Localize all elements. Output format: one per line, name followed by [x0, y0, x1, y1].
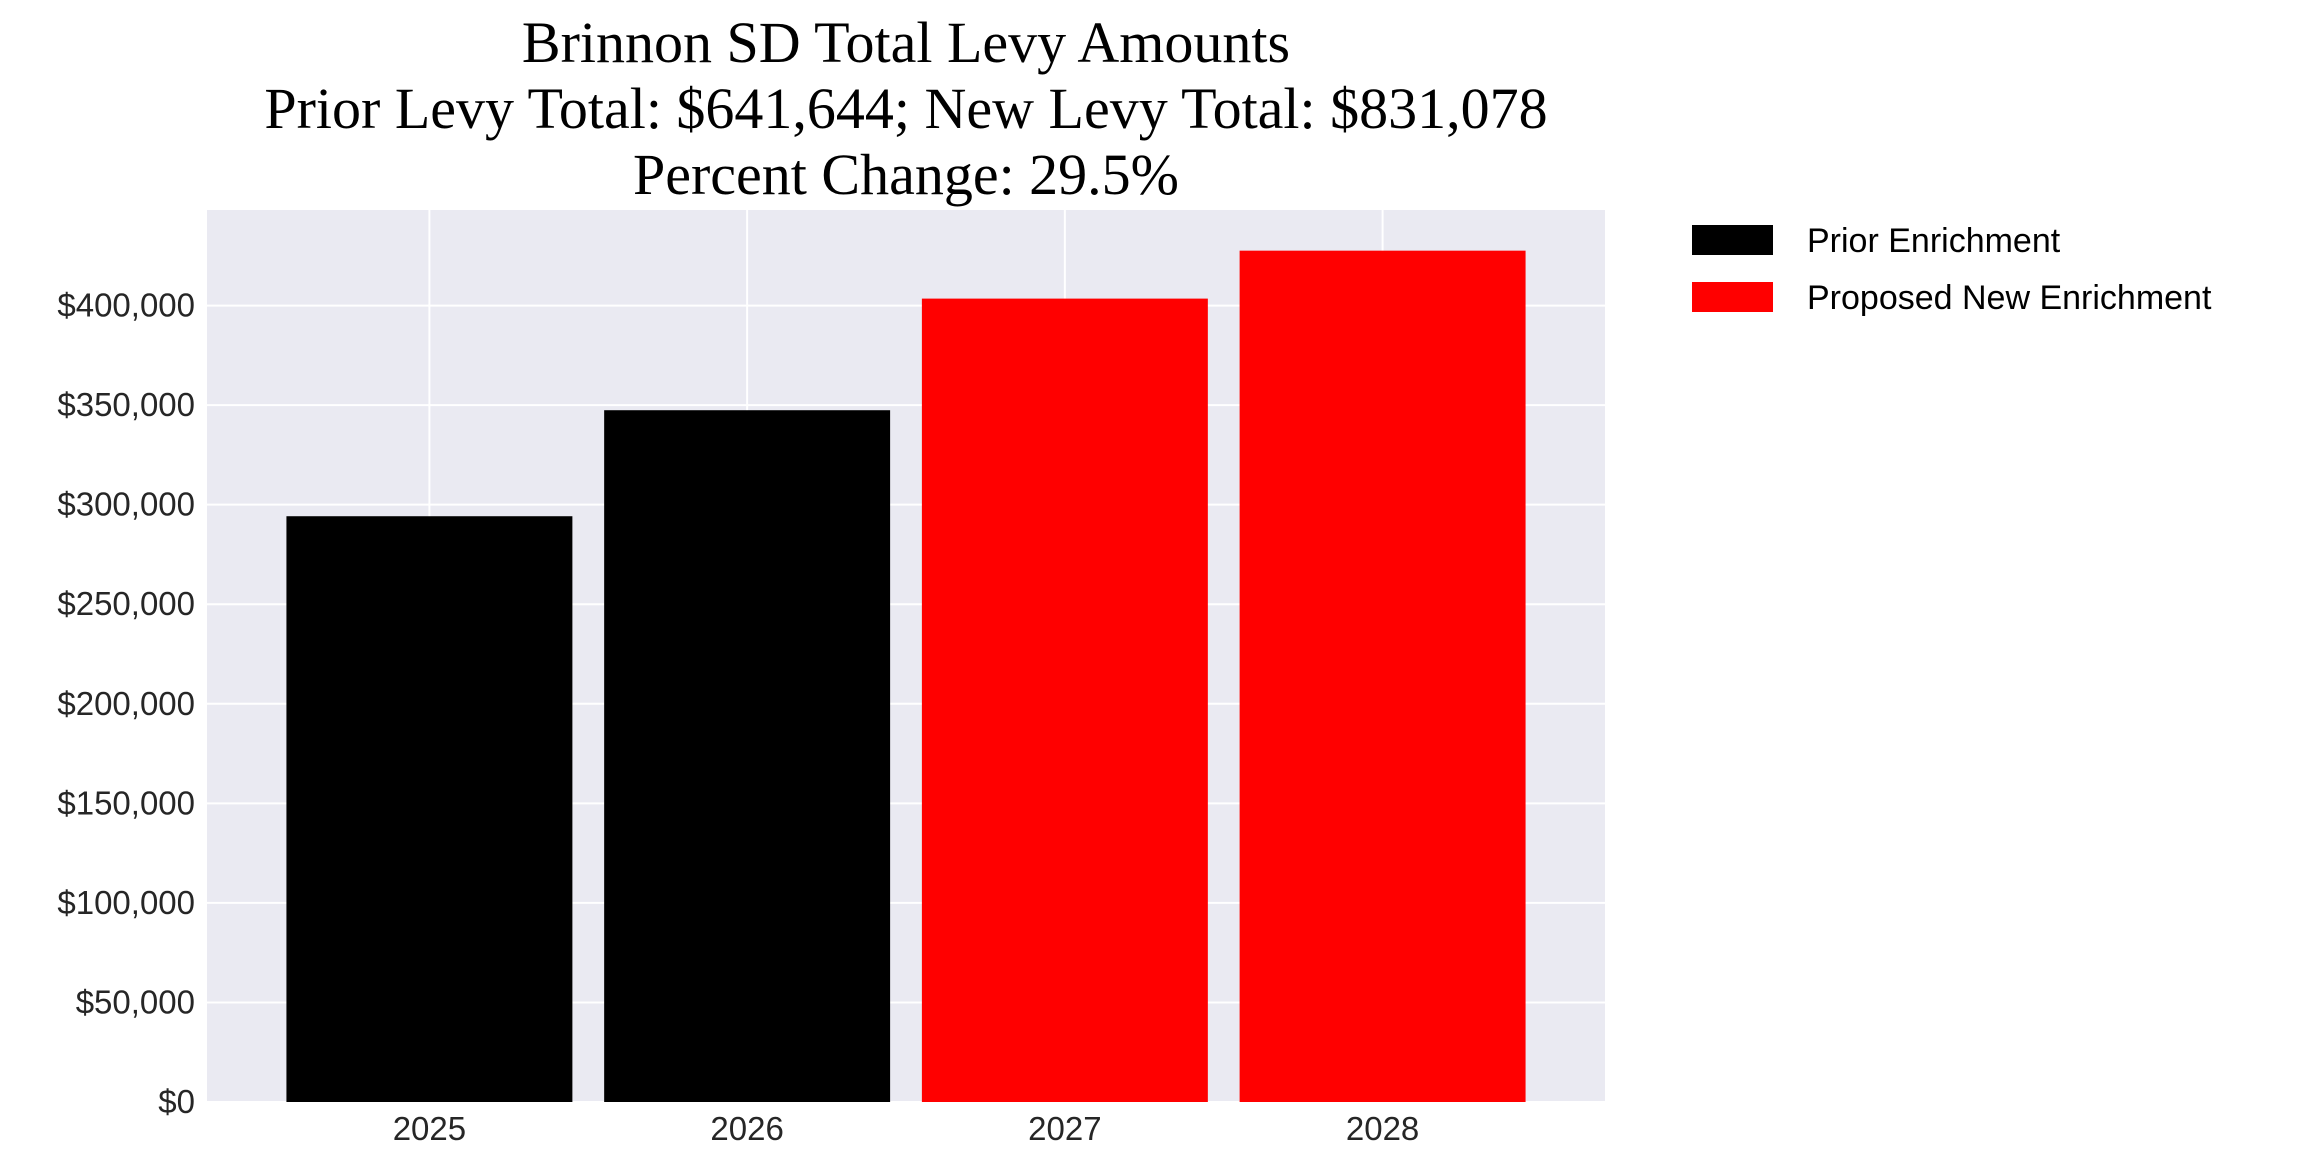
x-tick-label: 2025 — [393, 1110, 466, 1147]
y-tick-label: $200,000 — [57, 685, 195, 722]
legend-swatch-prior — [1692, 225, 1773, 255]
title-line-3: Percent Change: 29.5% — [633, 142, 1179, 207]
x-tick-label: 2026 — [710, 1110, 783, 1147]
y-tick-label: $300,000 — [57, 486, 195, 523]
bar-2027 — [921, 298, 1208, 1103]
chart-title: Brinnon SD Total Levy Amounts Prior Levy… — [264, 10, 1547, 207]
y-tick-label: $400,000 — [57, 287, 195, 324]
bars — [286, 250, 1526, 1103]
bar-2026 — [604, 410, 891, 1102]
title-line-2: Prior Levy Total: $641,644; New Levy Tot… — [264, 76, 1547, 141]
y-tick-label: $0 — [158, 1083, 195, 1120]
legend-label-proposed: Proposed New Enrichment — [1807, 279, 2212, 317]
x-tick-label: 2028 — [1346, 1110, 1419, 1147]
bar-2025 — [286, 516, 573, 1102]
y-tick-label: $150,000 — [57, 784, 195, 821]
x-axis-ticks: 2025 2026 2027 2028 — [393, 1110, 1420, 1147]
x-tick-label: 2027 — [1028, 1110, 1101, 1147]
y-tick-label: $350,000 — [57, 386, 195, 423]
y-tick-label: $100,000 — [57, 884, 195, 921]
legend-label-prior: Prior Enrichment — [1807, 222, 2061, 260]
y-tick-label: $250,000 — [57, 585, 195, 622]
y-axis-ticks: $0 $50,000 $100,000 $150,000 $200,000 $250,00… — [57, 287, 195, 1120]
legend: Prior Enrichment Proposed New Enrichment — [1692, 222, 2212, 317]
y-tick-label: $50,000 — [76, 983, 195, 1020]
title-line-1: Brinnon SD Total Levy Amounts — [522, 10, 1290, 75]
bar-2028 — [1239, 250, 1526, 1102]
legend-swatch-proposed — [1692, 282, 1773, 312]
